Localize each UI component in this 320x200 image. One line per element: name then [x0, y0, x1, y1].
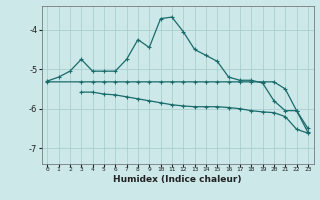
X-axis label: Humidex (Indice chaleur): Humidex (Indice chaleur) — [113, 175, 242, 184]
